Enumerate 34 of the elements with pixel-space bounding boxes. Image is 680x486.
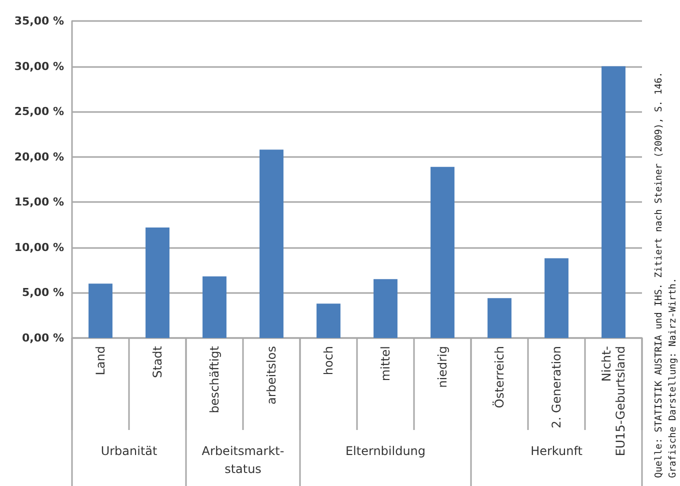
- x-tick-label: 2. Generation: [550, 346, 564, 428]
- text: Herkunft: [530, 444, 583, 458]
- x-tick-label: arbeitslos: [264, 346, 278, 405]
- y-tick-label: 5,00 %: [22, 286, 64, 300]
- x-tick-label: beschäftigt: [208, 346, 222, 414]
- bar: [488, 298, 512, 338]
- x-tick-label: niedrig: [436, 346, 450, 388]
- y-tick-label: 25,00 %: [14, 105, 64, 118]
- x-tick-label: Stadt: [150, 346, 164, 378]
- y-tick-label: 15,00 %: [14, 196, 64, 209]
- text: Arbeitsmarkt-status: [202, 444, 284, 476]
- bar: [374, 279, 398, 338]
- x-tick-label: mittel: [378, 346, 392, 382]
- bar: [260, 150, 284, 338]
- y-tick-label: 10,00 %: [14, 240, 64, 254]
- x-tick-label: Land: [94, 346, 108, 376]
- text: Elternbildung: [345, 444, 426, 458]
- x-tick-label: Nicht-EU15-Geburtsland: [600, 346, 628, 456]
- x-tick-label: hoch: [322, 346, 336, 376]
- y-tick-label: 30,00 %: [14, 60, 64, 73]
- x-tick-label: Österreich: [492, 346, 506, 408]
- y-tick-label: 35,00 %: [14, 14, 64, 28]
- text: Urbanität: [100, 444, 158, 458]
- bar: [430, 166, 454, 338]
- bar: [316, 304, 340, 338]
- y-tick-label: 0,00 %: [22, 332, 64, 344]
- bar: [602, 66, 626, 338]
- bar: [202, 276, 226, 338]
- y-tick-label: 20,00 %: [14, 150, 64, 164]
- text: Grafische Darstellung: Nairz-Wirth.: [668, 278, 678, 478]
- bar: [544, 258, 568, 338]
- bar: [146, 228, 170, 338]
- bar: [88, 284, 112, 338]
- source-note: Quelle: STATISTIK AUSTRIA und IHS. Zitiert nach Steiner (2009), S. 146.: [654, 72, 664, 478]
